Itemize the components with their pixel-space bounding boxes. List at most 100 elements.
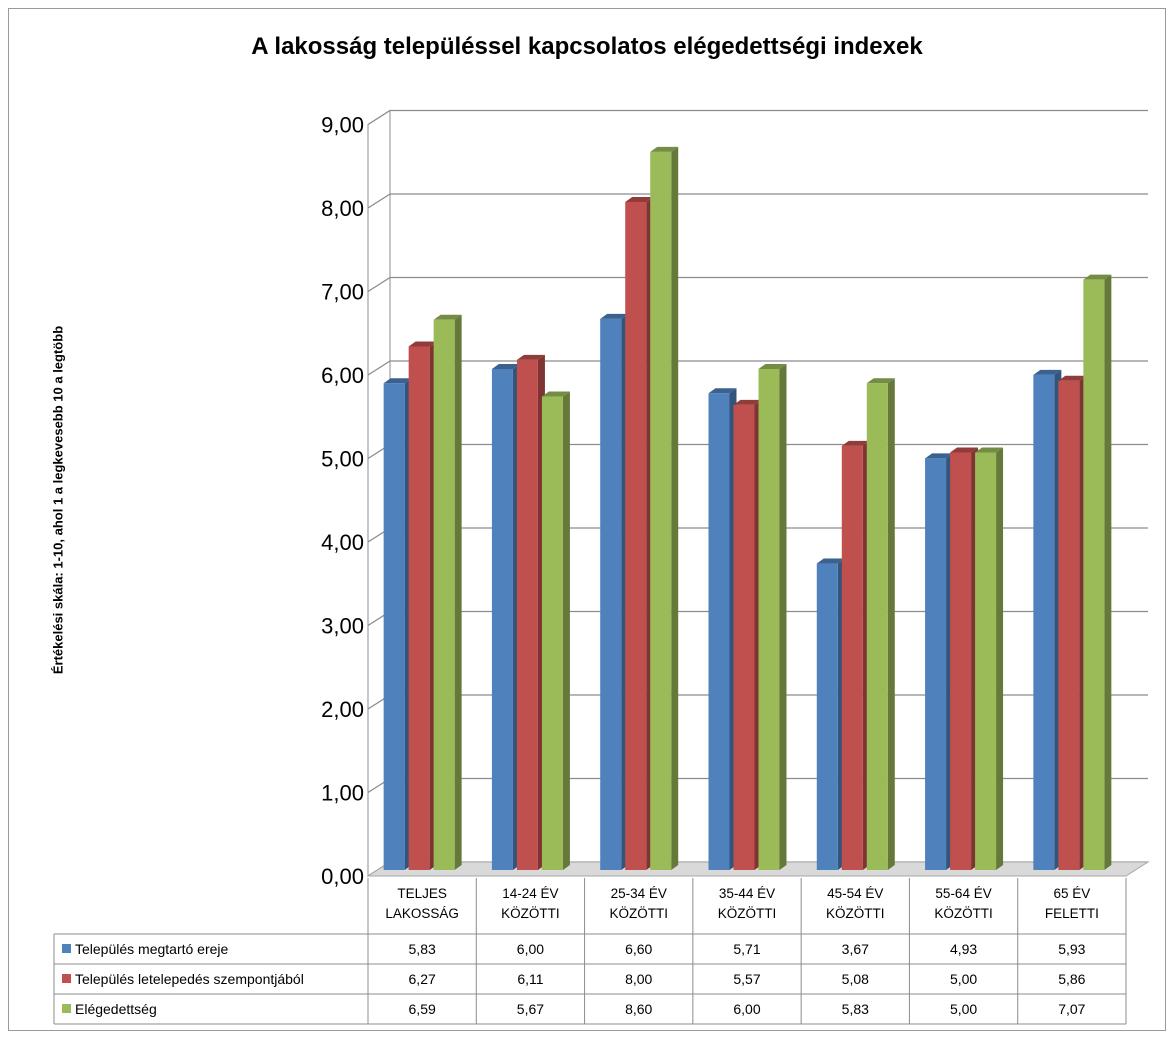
bar: [516, 359, 538, 870]
data-label: 6,00: [733, 1001, 760, 1017]
bar-top: [708, 388, 737, 394]
bar: [758, 369, 780, 870]
data-label: 8,00: [625, 971, 652, 987]
data-label: 4,93: [950, 941, 977, 957]
bar-top: [733, 399, 762, 405]
bar-top: [491, 364, 520, 369]
gridline: [367, 109, 1148, 126]
y-tick-label: 3,00: [321, 614, 364, 639]
bar-side: [562, 391, 570, 870]
data-label: 6,00: [517, 941, 544, 957]
data-label: 5,71: [733, 941, 760, 957]
bar-side: [671, 146, 679, 870]
bar: [383, 383, 405, 870]
bar: [433, 319, 455, 870]
y-tick-label: 7,00: [321, 280, 364, 305]
data-label: 5,00: [950, 971, 977, 987]
data-label: 8,60: [625, 1001, 652, 1017]
bar: [650, 151, 672, 870]
legend-label: Település megtartó ereje: [75, 941, 229, 957]
x-tick-label: KÖZÖTTI: [934, 906, 993, 921]
gridline: [367, 193, 1148, 209]
bar-top: [541, 391, 570, 397]
legend-swatch: [62, 974, 71, 983]
bar: [541, 396, 563, 870]
data-label: 5,67: [517, 1001, 544, 1017]
y-tick-label: 0,00: [321, 864, 364, 889]
data-label: 6,11: [517, 971, 543, 987]
bar-top: [1083, 274, 1112, 280]
legend-label: Település letelepedés szempontjából: [75, 971, 304, 987]
bar-top: [625, 197, 654, 202]
data-label: 5,86: [1058, 971, 1085, 987]
y-tick-label: 1,00: [321, 781, 364, 806]
data-label: 3,67: [842, 941, 869, 957]
bar-side: [1104, 274, 1112, 870]
gridline: [367, 276, 1148, 293]
bar-top: [383, 378, 412, 384]
x-tick-label: KÖZÖTTI: [826, 906, 885, 921]
bar: [975, 452, 997, 870]
bar: [1083, 279, 1105, 870]
chart-title: A lakosság településsel kapcsolatos elég…: [251, 33, 923, 60]
x-tick-label: KÖZÖTTI: [718, 906, 777, 921]
bar-top: [600, 313, 629, 319]
data-label: 6,60: [625, 941, 652, 957]
bar-top: [758, 364, 787, 369]
bar: [866, 383, 888, 870]
x-tick-label: 45-54 ÉV: [827, 886, 883, 901]
bar-top: [950, 447, 979, 453]
data-label: 5,08: [842, 971, 869, 987]
y-tick-label: 5,00: [321, 447, 364, 472]
x-tick-label: TELJES: [397, 886, 447, 901]
bar: [925, 458, 947, 870]
bar-top: [925, 453, 954, 459]
x-tick-label: 35-44 ÉV: [719, 886, 775, 901]
bar: [950, 452, 972, 870]
bar-top: [1033, 369, 1062, 375]
bar-top: [841, 440, 870, 446]
y-tick-label: 9,00: [321, 113, 364, 138]
y-tick-label: 6,00: [321, 363, 364, 388]
data-label: 5,83: [409, 941, 436, 957]
gridline: [367, 360, 1148, 376]
x-tick-label: 65 ÉV: [1053, 886, 1090, 901]
bar: [841, 445, 863, 870]
bar-top: [1058, 375, 1087, 381]
x-tick-label: KÖZÖTTI: [501, 906, 560, 921]
x-tick-label: 55-64 ÉV: [935, 886, 991, 901]
bar-top: [408, 341, 437, 347]
bar-top: [816, 558, 845, 564]
bar: [1058, 380, 1080, 870]
data-label: 6,27: [409, 971, 436, 987]
bar: [733, 404, 755, 870]
y-tick-label: 2,00: [321, 697, 364, 722]
data-label: 7,07: [1058, 1001, 1085, 1017]
x-tick-label: LAKOSSÁG: [385, 906, 459, 921]
y-tick-label: 4,00: [321, 530, 364, 555]
bar-side: [454, 314, 462, 870]
legend-swatch: [62, 1004, 71, 1013]
bar-top: [433, 314, 462, 320]
bar: [708, 393, 730, 870]
data-label: 5,93: [1058, 941, 1085, 957]
x-tick-label: 14-24 ÉV: [502, 886, 558, 901]
legend-label: Elégedettség: [75, 1001, 157, 1017]
data-label: 6,59: [409, 1001, 436, 1017]
x-tick-label: 25-34 ÉV: [611, 886, 667, 901]
bar-top: [516, 354, 545, 360]
bar-side: [887, 378, 895, 870]
bar-side: [779, 364, 787, 870]
bar-top: [866, 378, 895, 384]
bar: [816, 563, 838, 870]
data-label: 5,83: [842, 1001, 869, 1017]
data-label: 5,00: [950, 1001, 977, 1017]
bar-top: [650, 146, 679, 152]
y-tick-label: 8,00: [321, 196, 364, 221]
bar-top: [975, 447, 1004, 453]
bar: [625, 202, 647, 870]
bar: [491, 369, 513, 870]
x-tick-label: FELETTI: [1045, 906, 1099, 921]
bar: [1033, 374, 1055, 870]
